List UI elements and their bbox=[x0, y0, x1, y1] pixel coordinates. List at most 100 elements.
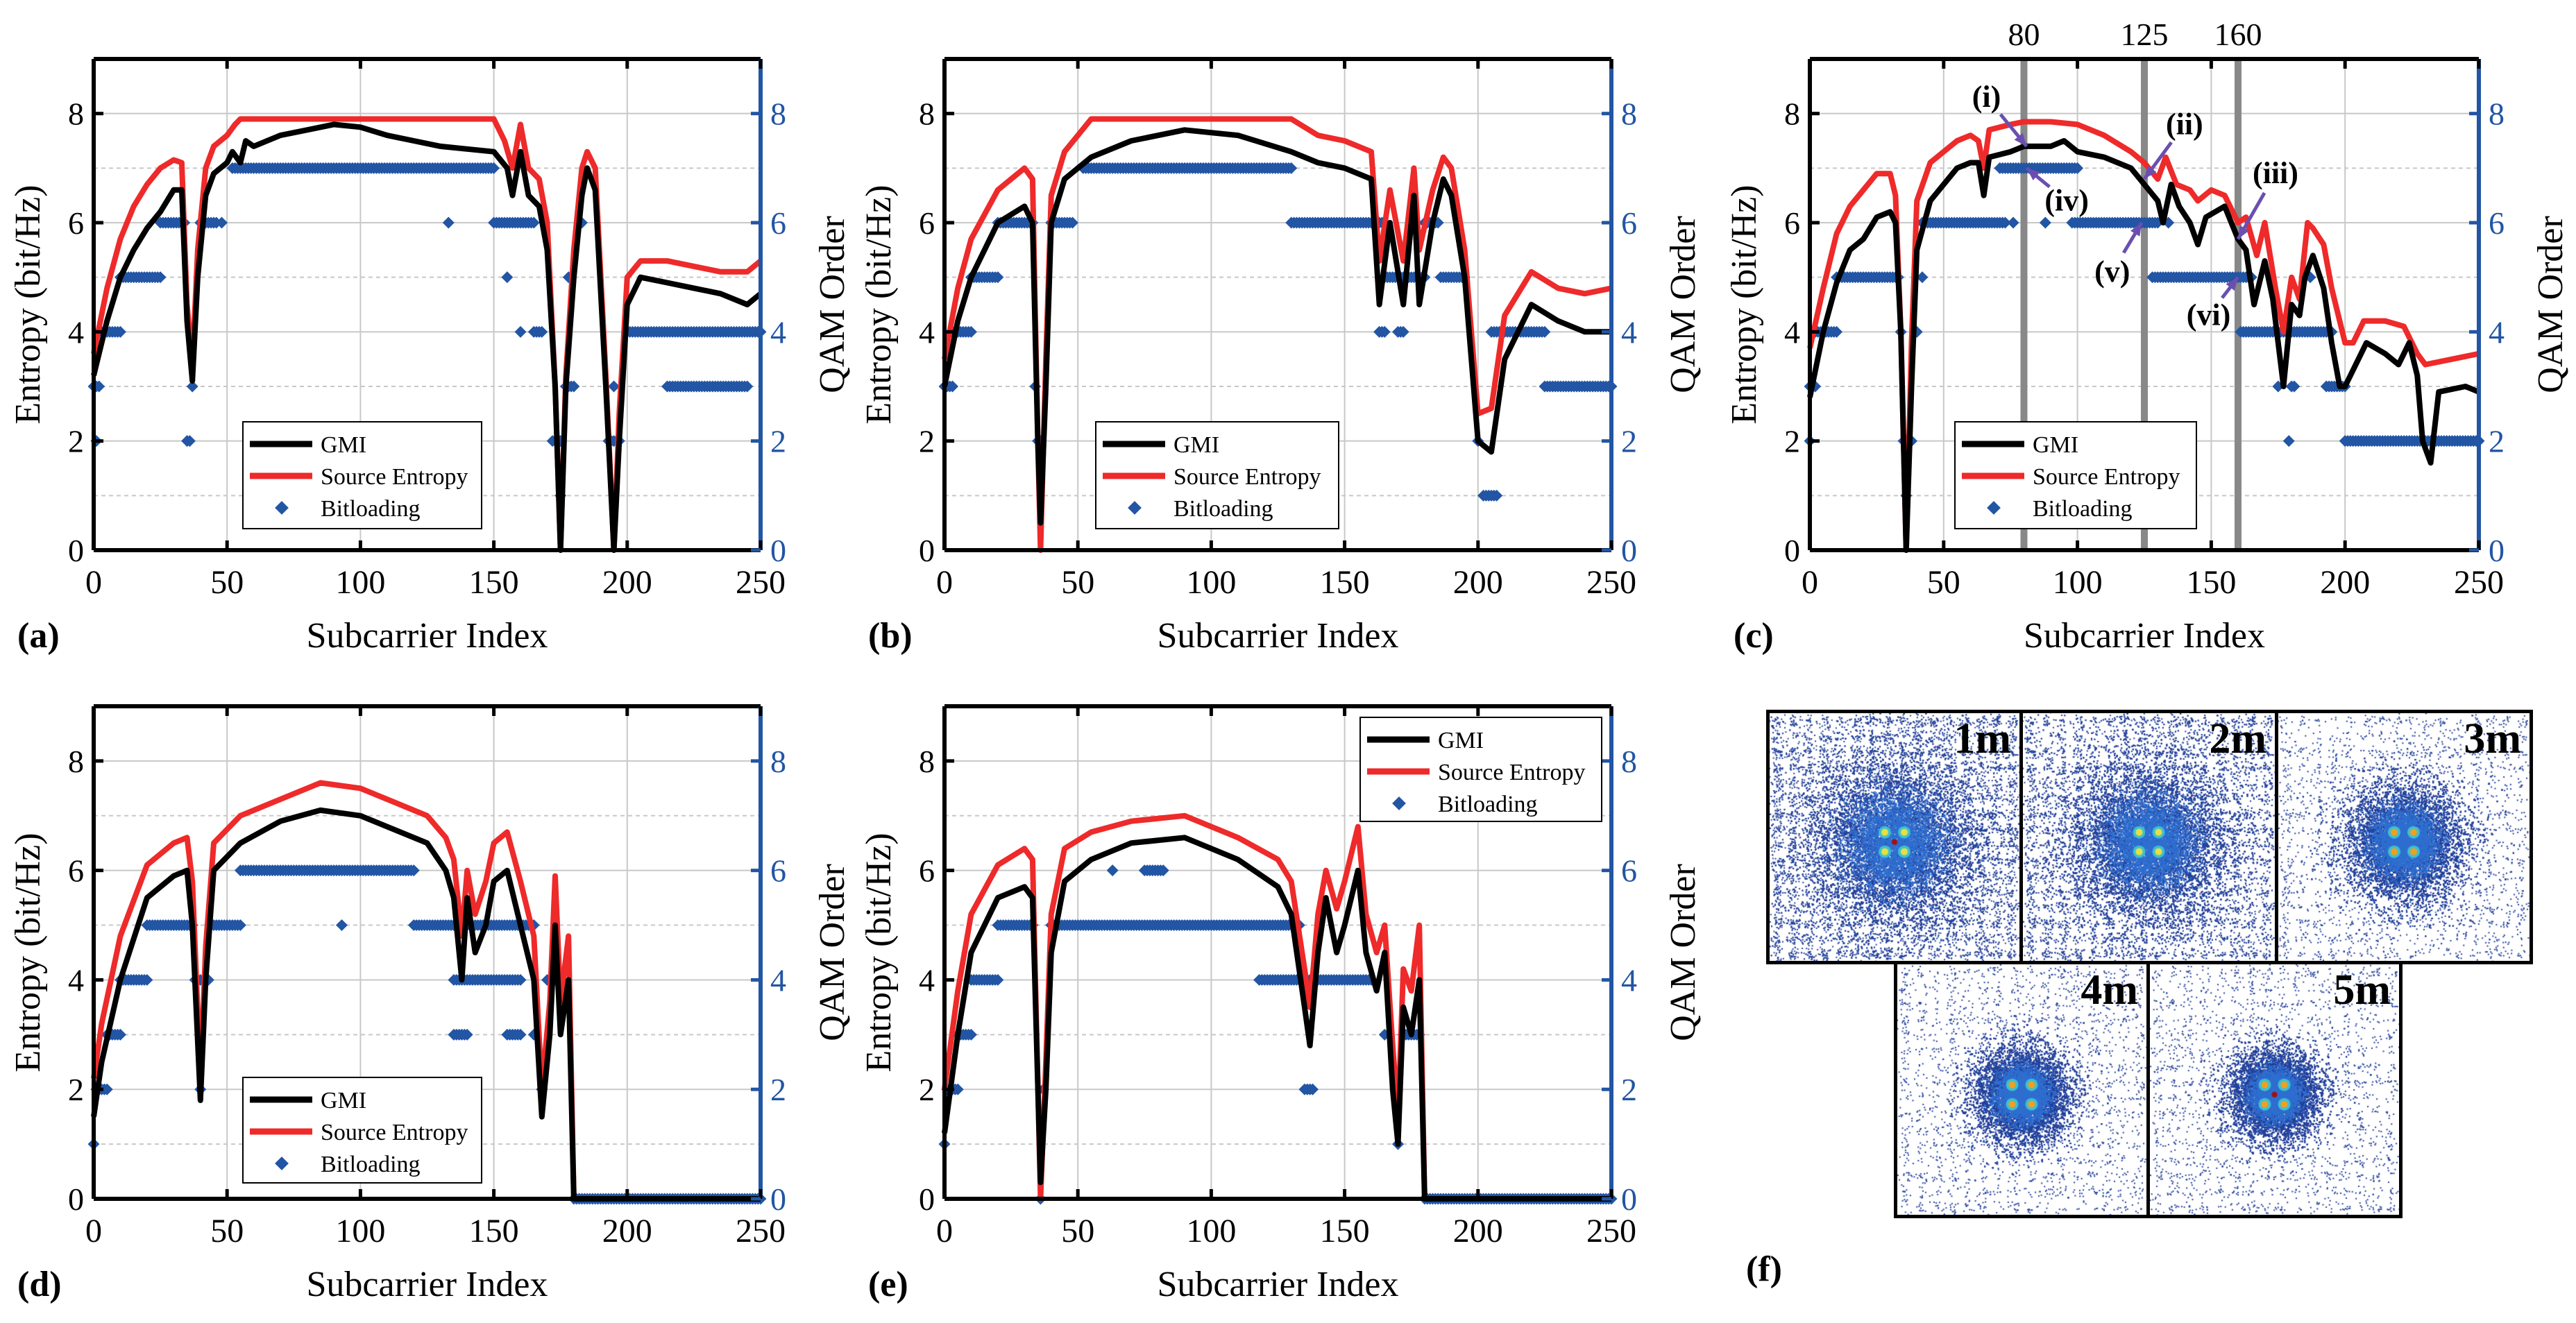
bitloading-point bbox=[488, 162, 500, 174]
x-axis-label: Subcarrier Index bbox=[307, 616, 548, 656]
bitloading-point bbox=[2282, 435, 2295, 447]
y2-tick-label: 0 bbox=[1621, 533, 1637, 568]
x-tick-label: 50 bbox=[1061, 564, 1094, 601]
bitloading-point bbox=[536, 325, 548, 338]
y2-axis-label: QAM Order bbox=[813, 864, 852, 1041]
bitloading-point bbox=[114, 325, 126, 338]
legend-entry: Source Entropy bbox=[2033, 464, 2180, 490]
x-tick-label: 50 bbox=[210, 564, 244, 601]
panel-label: (e) bbox=[868, 1265, 908, 1304]
y-tick-label: 2 bbox=[919, 1072, 935, 1107]
constellation-1m: 1m bbox=[1766, 710, 2023, 964]
constellation-image bbox=[1897, 964, 2146, 1215]
constellation-image bbox=[2023, 713, 2275, 961]
y-tick-label: 4 bbox=[68, 314, 84, 350]
legend-swatch-bitloading bbox=[1128, 501, 1142, 515]
y-tick-label: 8 bbox=[1784, 96, 1800, 132]
bitloading-point bbox=[1306, 1083, 1319, 1095]
bitloading-point bbox=[501, 271, 514, 284]
x-axis-label: Subcarrier Index bbox=[1158, 616, 1399, 656]
legend-entry: Source Entropy bbox=[321, 464, 468, 490]
bitloading-point bbox=[965, 1028, 977, 1041]
legend-entry: Source Entropy bbox=[1173, 464, 1321, 490]
x-tick-label: 150 bbox=[1320, 564, 1370, 601]
bitloading-point bbox=[461, 1028, 473, 1041]
legend-entry: Bitloading bbox=[1438, 792, 1538, 817]
y2-tick-label: 2 bbox=[1621, 1072, 1637, 1107]
x-axis-label: Subcarrier Index bbox=[307, 1265, 548, 1304]
annotation-arrowhead bbox=[2026, 168, 2040, 181]
vertical-marker-label: 125 bbox=[2121, 17, 2169, 52]
y-axis-label: Entropy (bit/Hz) bbox=[1725, 185, 1764, 424]
annotation-label: (iii) bbox=[2253, 156, 2298, 190]
x-tick-label: 200 bbox=[1453, 1213, 1503, 1249]
vertical-marker-label: 80 bbox=[2008, 17, 2040, 52]
bitloading-point bbox=[336, 919, 348, 932]
y2-axis-label: QAM Order bbox=[1663, 216, 1703, 393]
legend: GMI Source Entropy Bitloading bbox=[242, 1077, 482, 1184]
y2-tick-label: 8 bbox=[770, 744, 786, 779]
y2-tick-label: 4 bbox=[1621, 314, 1637, 350]
x-tick-label: 100 bbox=[1186, 1213, 1236, 1249]
y-tick-label: 6 bbox=[1784, 205, 1800, 241]
y-tick-label: 8 bbox=[68, 96, 84, 132]
y2-tick-label: 8 bbox=[2489, 96, 2505, 132]
bitloading-point bbox=[186, 380, 198, 393]
bitloading-point bbox=[93, 380, 105, 393]
y2-tick-label: 4 bbox=[1621, 962, 1637, 998]
bitloading-point bbox=[741, 380, 754, 393]
legend: GMI Source Entropy Bitloading bbox=[242, 421, 482, 529]
legend-swatch-bitloading bbox=[1392, 796, 1406, 810]
x-axis-label: Subcarrier Index bbox=[1158, 1265, 1399, 1304]
vertical-marker-label: 160 bbox=[2214, 17, 2262, 52]
constellation-5m: 5m bbox=[2146, 961, 2403, 1218]
legend-entry: Source Entropy bbox=[321, 1120, 468, 1145]
x-tick-label: 150 bbox=[1320, 1213, 1370, 1249]
x-axis-label: Subcarrier Index bbox=[2024, 616, 2265, 656]
y2-tick-label: 2 bbox=[770, 424, 786, 459]
y-tick-label: 2 bbox=[919, 424, 935, 459]
y-tick-label: 0 bbox=[919, 533, 935, 568]
legend-entry: GMI bbox=[1438, 728, 1484, 753]
x-tick-label: 200 bbox=[2320, 564, 2370, 601]
x-tick-label: 250 bbox=[1586, 1213, 1636, 1249]
legend-entry: GMI bbox=[321, 1088, 366, 1113]
y2-tick-label: 0 bbox=[1621, 1181, 1637, 1217]
constellation-label: 3m bbox=[2464, 715, 2521, 762]
x-tick-label: 0 bbox=[85, 564, 102, 601]
bitloading-point bbox=[514, 1028, 527, 1041]
y-tick-label: 0 bbox=[68, 533, 84, 568]
legend-entry: Source Entropy bbox=[1438, 760, 1585, 785]
legend-entry: Bitloading bbox=[321, 1152, 421, 1177]
gmi-line bbox=[942, 835, 1611, 1202]
panel-label-f: (f) bbox=[1746, 1249, 1782, 1289]
y2-tick-label: 4 bbox=[770, 962, 786, 998]
y2-axis-label: QAM Order bbox=[2531, 216, 2570, 393]
constellation-label: 4m bbox=[2081, 966, 2138, 1014]
y2-tick-label: 4 bbox=[2489, 314, 2505, 350]
bitloading-point bbox=[183, 435, 196, 447]
y2-tick-label: 6 bbox=[770, 205, 786, 241]
y-tick-label: 8 bbox=[68, 744, 84, 779]
legend-entry: Bitloading bbox=[1173, 496, 1273, 522]
panel-label: (a) bbox=[17, 616, 60, 656]
annotation-label: (vi) bbox=[2187, 298, 2231, 332]
panel-label: (c) bbox=[1734, 616, 1774, 656]
y-tick-label: 2 bbox=[68, 424, 84, 459]
bitloading-point bbox=[154, 271, 167, 284]
y2-tick-label: 0 bbox=[770, 533, 786, 568]
y2-tick-label: 0 bbox=[2489, 533, 2505, 568]
x-tick-label: 50 bbox=[210, 1213, 244, 1249]
bitloading-point bbox=[442, 216, 455, 229]
y2-tick-label: 8 bbox=[770, 96, 786, 132]
y-tick-label: 6 bbox=[919, 853, 935, 889]
annotation-label: (iv) bbox=[2044, 184, 2089, 218]
x-tick-label: 200 bbox=[602, 564, 652, 601]
legend-entry: GMI bbox=[2033, 432, 2078, 458]
bitloading-point bbox=[216, 216, 228, 229]
y-tick-label: 8 bbox=[919, 96, 935, 132]
y-tick-label: 6 bbox=[68, 205, 84, 241]
